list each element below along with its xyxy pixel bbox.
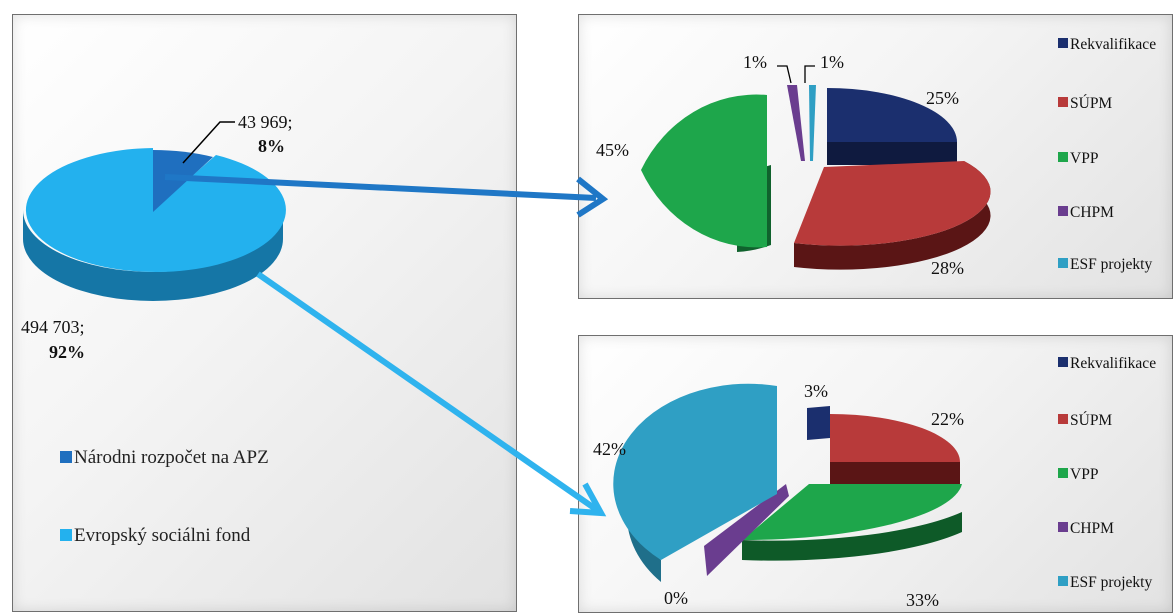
label-narodni-value: 43 969;: [238, 112, 293, 132]
slice-supm: [830, 414, 960, 462]
slice-rekvalifikace: [827, 88, 957, 142]
main-pie-panel: 43 969; 8% 494 703; 92% Národni rozpočet…: [12, 14, 517, 612]
label-esf-value: 494 703;: [21, 317, 85, 337]
label-chpm: 0%: [664, 588, 688, 608]
slice-supm: [794, 161, 991, 246]
top-pie-svg: 1% 1% 25% 45% 28% Rekvalifikace SÚPM VPP…: [596, 36, 1156, 278]
legend-label-vpp: VPP: [1070, 466, 1098, 483]
slice-rekvalifikace: [807, 406, 830, 440]
label-rekvalifikace: 25%: [926, 88, 959, 108]
slice-esf-projekty: [809, 85, 816, 161]
label-vpp: 45%: [596, 140, 629, 160]
label-supm: 28%: [931, 258, 964, 278]
slice-depth-vpp: [742, 512, 962, 561]
label-vpp: 33%: [906, 590, 939, 610]
legend-label-chpm: CHPM: [1070, 204, 1114, 221]
leader-line-narodni: [182, 121, 235, 164]
legend-label-vpp: VPP: [1070, 150, 1098, 167]
slice-esf-projekty: [613, 383, 777, 560]
label-esf-projekty: 42%: [593, 439, 626, 459]
top-pie-panel: 1% 1% 25% 45% 28% Rekvalifikace SÚPM VPP…: [578, 14, 1173, 299]
legend-label-esf-projekty: ESF projekty: [1070, 574, 1152, 591]
legend-swatch-rekvalifikace: [1058, 357, 1068, 367]
label-supm: 22%: [931, 409, 964, 429]
legend-label-rekvalifikace: Rekvalifikace: [1070, 36, 1156, 53]
legend-swatch-chpm: [1058, 206, 1068, 216]
label-chpm: 1%: [743, 52, 767, 72]
slice-chpm: [704, 484, 789, 576]
slice-vpp: [742, 484, 962, 541]
label-esf-projekty: 1%: [820, 52, 844, 72]
label-rekvalifikace: 3%: [804, 381, 828, 401]
main-pie-svg: 43 969; 8% 494 703; 92% Národni rozpočet…: [21, 112, 293, 546]
legend-swatch-vpp: [1058, 468, 1068, 478]
legend-swatch-supm: [1058, 97, 1068, 107]
legend-label-supm: SÚPM: [1070, 95, 1112, 112]
legend-swatch-rekvalifikace: [1058, 38, 1068, 48]
slice-chpm: [787, 85, 805, 161]
legend-swatch-esf-projekty: [1058, 258, 1068, 268]
legend-swatch-vpp: [1058, 152, 1068, 162]
legend-swatch-narodni: [60, 451, 72, 463]
legend-swatch-supm: [1058, 414, 1068, 424]
pie-slice-depth-esf: [23, 210, 283, 301]
bottom-pie-panel: 3% 22% 42% 0% 33% Rekvalifikace SÚPM VPP…: [578, 335, 1173, 613]
leader-line-esf: [804, 65, 815, 83]
slice-depth-supm: [830, 462, 960, 486]
legend-label-esf-projekty: ESF projekty: [1070, 256, 1152, 273]
legend-swatch-esf-projekty: [1058, 576, 1068, 586]
legend-label-esf: Evropský sociálni fond: [74, 525, 251, 546]
bottom-pie-svg: 3% 22% 42% 0% 33% Rekvalifikace SÚPM VPP…: [593, 355, 1156, 610]
legend-label-supm: SÚPM: [1070, 412, 1112, 429]
label-narodni-percent: 8%: [258, 136, 285, 156]
legend-label-rekvalifikace: Rekvalifikace: [1070, 355, 1156, 372]
legend-label-narodni: Národni rozpočet na APZ: [74, 447, 269, 468]
label-esf-percent: 92%: [49, 342, 85, 362]
legend-swatch-chpm: [1058, 522, 1068, 532]
slice-vpp: [641, 94, 767, 248]
slice-depth-supm: [794, 161, 991, 270]
slice-depth-esf-projekty: [626, 492, 661, 582]
legend-swatch-esf: [60, 529, 72, 541]
leader-line-chpm: [777, 65, 792, 84]
legend-label-chpm: CHPM: [1070, 520, 1114, 537]
